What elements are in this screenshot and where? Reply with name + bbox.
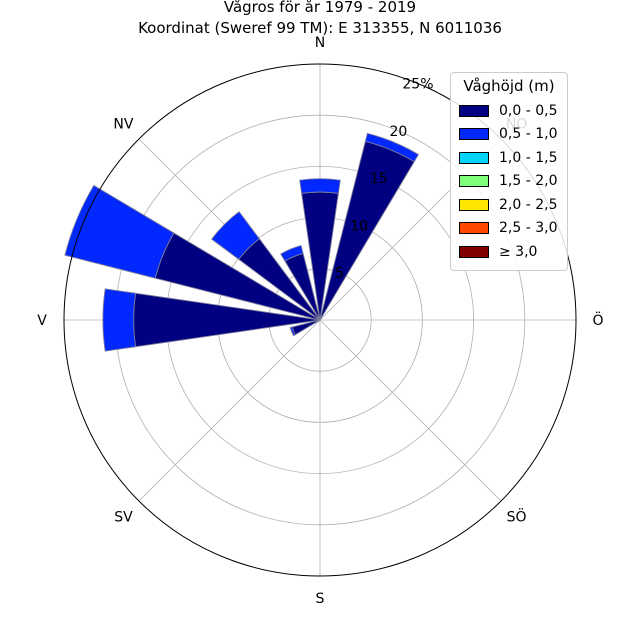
legend-swatch: [459, 198, 489, 211]
legend-swatch: [459, 104, 489, 117]
legend-item: 2,5 - 3,0: [457, 217, 561, 241]
direction-label: SÖ: [507, 508, 527, 526]
legend-label: 2,0 - 2,5: [499, 196, 558, 213]
direction-label: NV: [113, 116, 133, 132]
radial-tick-label: 15: [370, 171, 388, 187]
sector-bar: [211, 211, 260, 260]
sector-bar: [133, 292, 321, 348]
radial-tick-label: 25%: [402, 76, 433, 92]
legend-label: 0,5 - 1,0: [499, 126, 558, 143]
sector-bar: [64, 184, 175, 279]
direction-label: Ö: [592, 311, 603, 329]
legend-item: 1,0 - 1,5: [457, 146, 561, 170]
sector-bar: [280, 245, 304, 262]
legend-title: Våghöjd (m): [463, 77, 555, 95]
polar-frame: [63, 63, 577, 577]
legend-item: ≥ 3,0: [457, 240, 561, 264]
direction-label: SV: [114, 510, 133, 526]
legend: Våghöjd (m) 0,0 - 0,5 0,5 - 1,0 1,0 - 1,5 1…: [450, 72, 568, 271]
legend-item: 2,0 - 2,5: [457, 193, 561, 217]
legend-item: 0,0 - 0,5: [457, 99, 561, 123]
legend-label: ≥ 3,0: [499, 243, 538, 260]
radial-tick-label: 10: [350, 218, 368, 234]
legend-swatch: [459, 222, 489, 235]
sector-bar: [289, 326, 296, 337]
radial-gridline: [138, 319, 321, 502]
radial-gridline: [319, 319, 502, 502]
legend-item: 0,5 - 1,0: [457, 123, 561, 147]
radial-tick-label: 20: [389, 124, 407, 140]
direction-label: N: [315, 35, 325, 51]
legend-items: 0,0 - 0,5 0,5 - 1,0 1,0 - 1,5 1,5 - 2,0 2,0 …: [457, 99, 561, 264]
sector-bars: [64, 132, 420, 352]
chart-subtitle: Koordinat (Sweref 99 TM): E 313355, N 60…: [138, 19, 502, 37]
sector-bar: [102, 288, 137, 352]
sector-bar: [364, 132, 420, 163]
legend-swatch: [459, 128, 489, 141]
sector-bar: [301, 191, 339, 321]
legend-label: 0,0 - 0,5: [499, 102, 558, 119]
legend-item: 1,5 - 2,0: [457, 170, 561, 194]
radial-tick-label: 5: [335, 266, 344, 282]
legend-swatch: [459, 151, 489, 164]
legend-swatch: [459, 175, 489, 188]
legend-swatch: [459, 245, 489, 258]
direction-label: V: [37, 313, 47, 329]
legend-label: 1,5 - 2,0: [499, 173, 558, 190]
chart-title: Vågros för år 1979 - 2019: [223, 0, 417, 16]
legend-label: 2,5 - 3,0: [499, 220, 558, 237]
direction-label: S: [316, 591, 325, 607]
sector-bar: [299, 178, 341, 194]
legend-label: 1,0 - 1,5: [499, 149, 558, 166]
